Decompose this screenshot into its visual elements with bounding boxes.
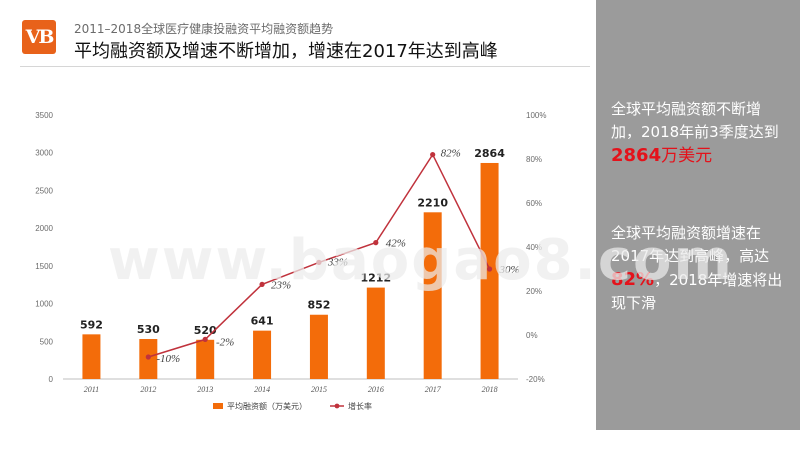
logo-text: VB — [25, 26, 55, 48]
summary-paragraph-2: 全球平均融资额增速在2017年达到高峰，高达 82%，2018年增速将出现下滑 — [611, 222, 787, 315]
x-tick-label: 2018 — [482, 385, 498, 394]
growth-label: -10% — [156, 353, 180, 365]
x-tick-label: 2014 — [254, 385, 270, 394]
growth-point — [202, 336, 208, 342]
legend-line-marker — [334, 403, 340, 409]
bar-value-label: 1212 — [361, 272, 392, 285]
x-tick-label: 2016 — [368, 385, 384, 394]
y-left-tick-label: 1500 — [35, 262, 53, 271]
slide-subtitle: 2011–2018全球医疗健康投融资平均融资额趋势 — [74, 22, 334, 36]
summary-2-pre: 全球平均融资额增速在2017年达到高峰，高达 — [611, 224, 770, 265]
growth-point — [430, 152, 436, 158]
title-divider — [20, 66, 590, 67]
y-left-tick-label: 1000 — [35, 300, 53, 309]
y-right-tick-label: 0% — [526, 331, 538, 340]
x-tick-label: 2013 — [197, 385, 213, 394]
y-right-tick-label: 80% — [526, 155, 542, 164]
growth-label: 30% — [498, 264, 519, 276]
slide-title: 平均融资额及增速不断增加，增速在2017年达到高峰 — [74, 41, 498, 62]
legend-bar-swatch — [213, 403, 223, 409]
growth-point — [373, 240, 379, 246]
bar — [196, 339, 215, 379]
funding-chart: 0 500 1000 1500 2000 2500 3000 3500 -20% 0% 20% 40%… — [35, 111, 546, 411]
y-right-tick-label: 60% — [526, 199, 542, 208]
summary-2-post: ，2018年增速将出现下滑 — [611, 271, 783, 312]
summary-paragraph-1: 全球平均融资额不断增加，2018年前3季度达到 2864万美元 — [611, 98, 787, 168]
growth-label: 42% — [386, 238, 406, 250]
growth-point — [316, 259, 322, 265]
bar-value-label: 852 — [307, 299, 330, 312]
y-left-tick-label: 0 — [49, 375, 54, 384]
bar — [82, 334, 101, 379]
y-right-tick-label: 100% — [526, 111, 546, 120]
bar-value-label: 520 — [194, 324, 217, 337]
x-tick-label: 2012 — [140, 385, 156, 394]
y-left-tick-label: 2000 — [35, 224, 53, 233]
growth-label: 23% — [271, 279, 291, 291]
y-right-tick-label: 40% — [526, 243, 542, 252]
bar-value-label: 592 — [80, 318, 103, 331]
y-left-tick-label: 3500 — [35, 111, 53, 120]
summary-2-highlight: 82% — [611, 269, 655, 290]
y-left-tick-label: 500 — [40, 337, 54, 346]
growth-label: -2% — [216, 336, 234, 348]
x-tick-label: 2017 — [425, 385, 442, 394]
growth-point — [259, 281, 265, 287]
summary-1-unit: 万美元 — [661, 146, 713, 166]
summary-1-text: 全球平均融资额不断增加，2018年前3季度达到 — [611, 100, 779, 141]
growth-point — [486, 266, 493, 272]
x-tick-label: 2015 — [311, 385, 327, 394]
bar-value-label: 2864 — [474, 147, 505, 160]
y-right-tick-label: 20% — [526, 287, 542, 296]
y-right-tick-label: -20% — [526, 375, 545, 384]
bar — [253, 330, 272, 379]
y-left-tick-label: 2500 — [35, 186, 53, 195]
bar — [366, 287, 385, 379]
summary-panel: 全球平均融资额不断增加，2018年前3季度达到 2864万美元 全球平均融资额增速… — [596, 0, 800, 430]
x-tick-label: 2011 — [84, 385, 99, 394]
bar — [309, 314, 328, 379]
legend-line-label: 增长率 — [348, 401, 372, 411]
legend-bar-label: 平均融资额（万美元） — [227, 401, 307, 411]
bar-value-label: 530 — [137, 323, 160, 336]
vb-logo: VB — [22, 20, 56, 54]
summary-1-highlight: 2864 — [611, 145, 662, 166]
growth-label: 82% — [441, 148, 461, 160]
y-left-tick-label: 3000 — [35, 149, 53, 158]
bar-value-label: 641 — [251, 315, 274, 328]
bar-value-label: 2210 — [417, 196, 448, 209]
growth-point — [145, 354, 151, 360]
bar — [423, 212, 442, 379]
growth-label: 33% — [327, 256, 348, 268]
